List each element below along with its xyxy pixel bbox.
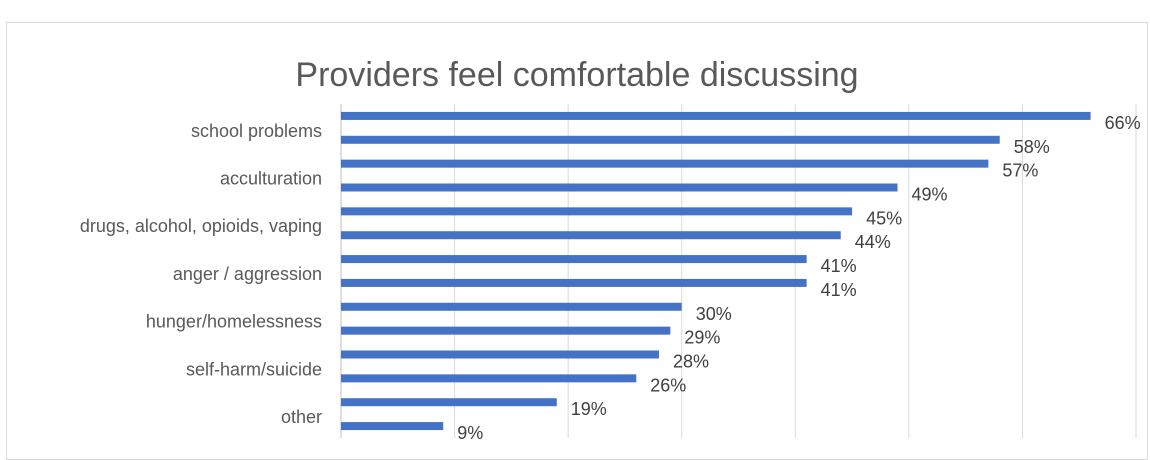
bar (341, 422, 444, 431)
data-label: 57% (1002, 161, 1038, 181)
bar (341, 231, 841, 240)
category-label: acculturation (220, 169, 322, 189)
data-label: 29% (684, 328, 720, 348)
bar (341, 207, 853, 216)
data-label: 30% (696, 304, 732, 324)
bar (341, 255, 807, 264)
data-label: 66% (1105, 113, 1141, 133)
bar (341, 183, 898, 192)
data-label: 58% (1014, 137, 1050, 157)
chart-title: Providers feel comfortable discussing (295, 56, 859, 94)
bar (341, 398, 557, 407)
bar (341, 302, 682, 311)
category-label: self-harm/suicide (186, 359, 322, 379)
data-label: 45% (866, 208, 902, 228)
data-label: 44% (855, 232, 891, 252)
bar (341, 111, 1091, 120)
chart-area: Providers feel comfortable discussing (6, 22, 1148, 460)
bar (341, 326, 671, 335)
data-label: 19% (571, 399, 607, 419)
category-label: school problems (191, 121, 322, 141)
data-label: 41% (821, 280, 857, 300)
bar (341, 350, 659, 359)
category-label: other (281, 407, 322, 427)
category-label: hunger/homelessness (146, 312, 322, 332)
data-label: 49% (912, 185, 948, 205)
bar (341, 374, 637, 383)
bar (341, 135, 1000, 144)
category-label: drugs, alcohol, opioids, vaping (80, 216, 322, 236)
data-label: 28% (673, 352, 709, 372)
bar (341, 159, 989, 168)
data-label: 26% (650, 375, 686, 395)
bar (341, 278, 807, 287)
data-label: 41% (821, 256, 857, 276)
data-label: 9% (457, 423, 483, 443)
category-label: anger / aggression (173, 264, 322, 284)
